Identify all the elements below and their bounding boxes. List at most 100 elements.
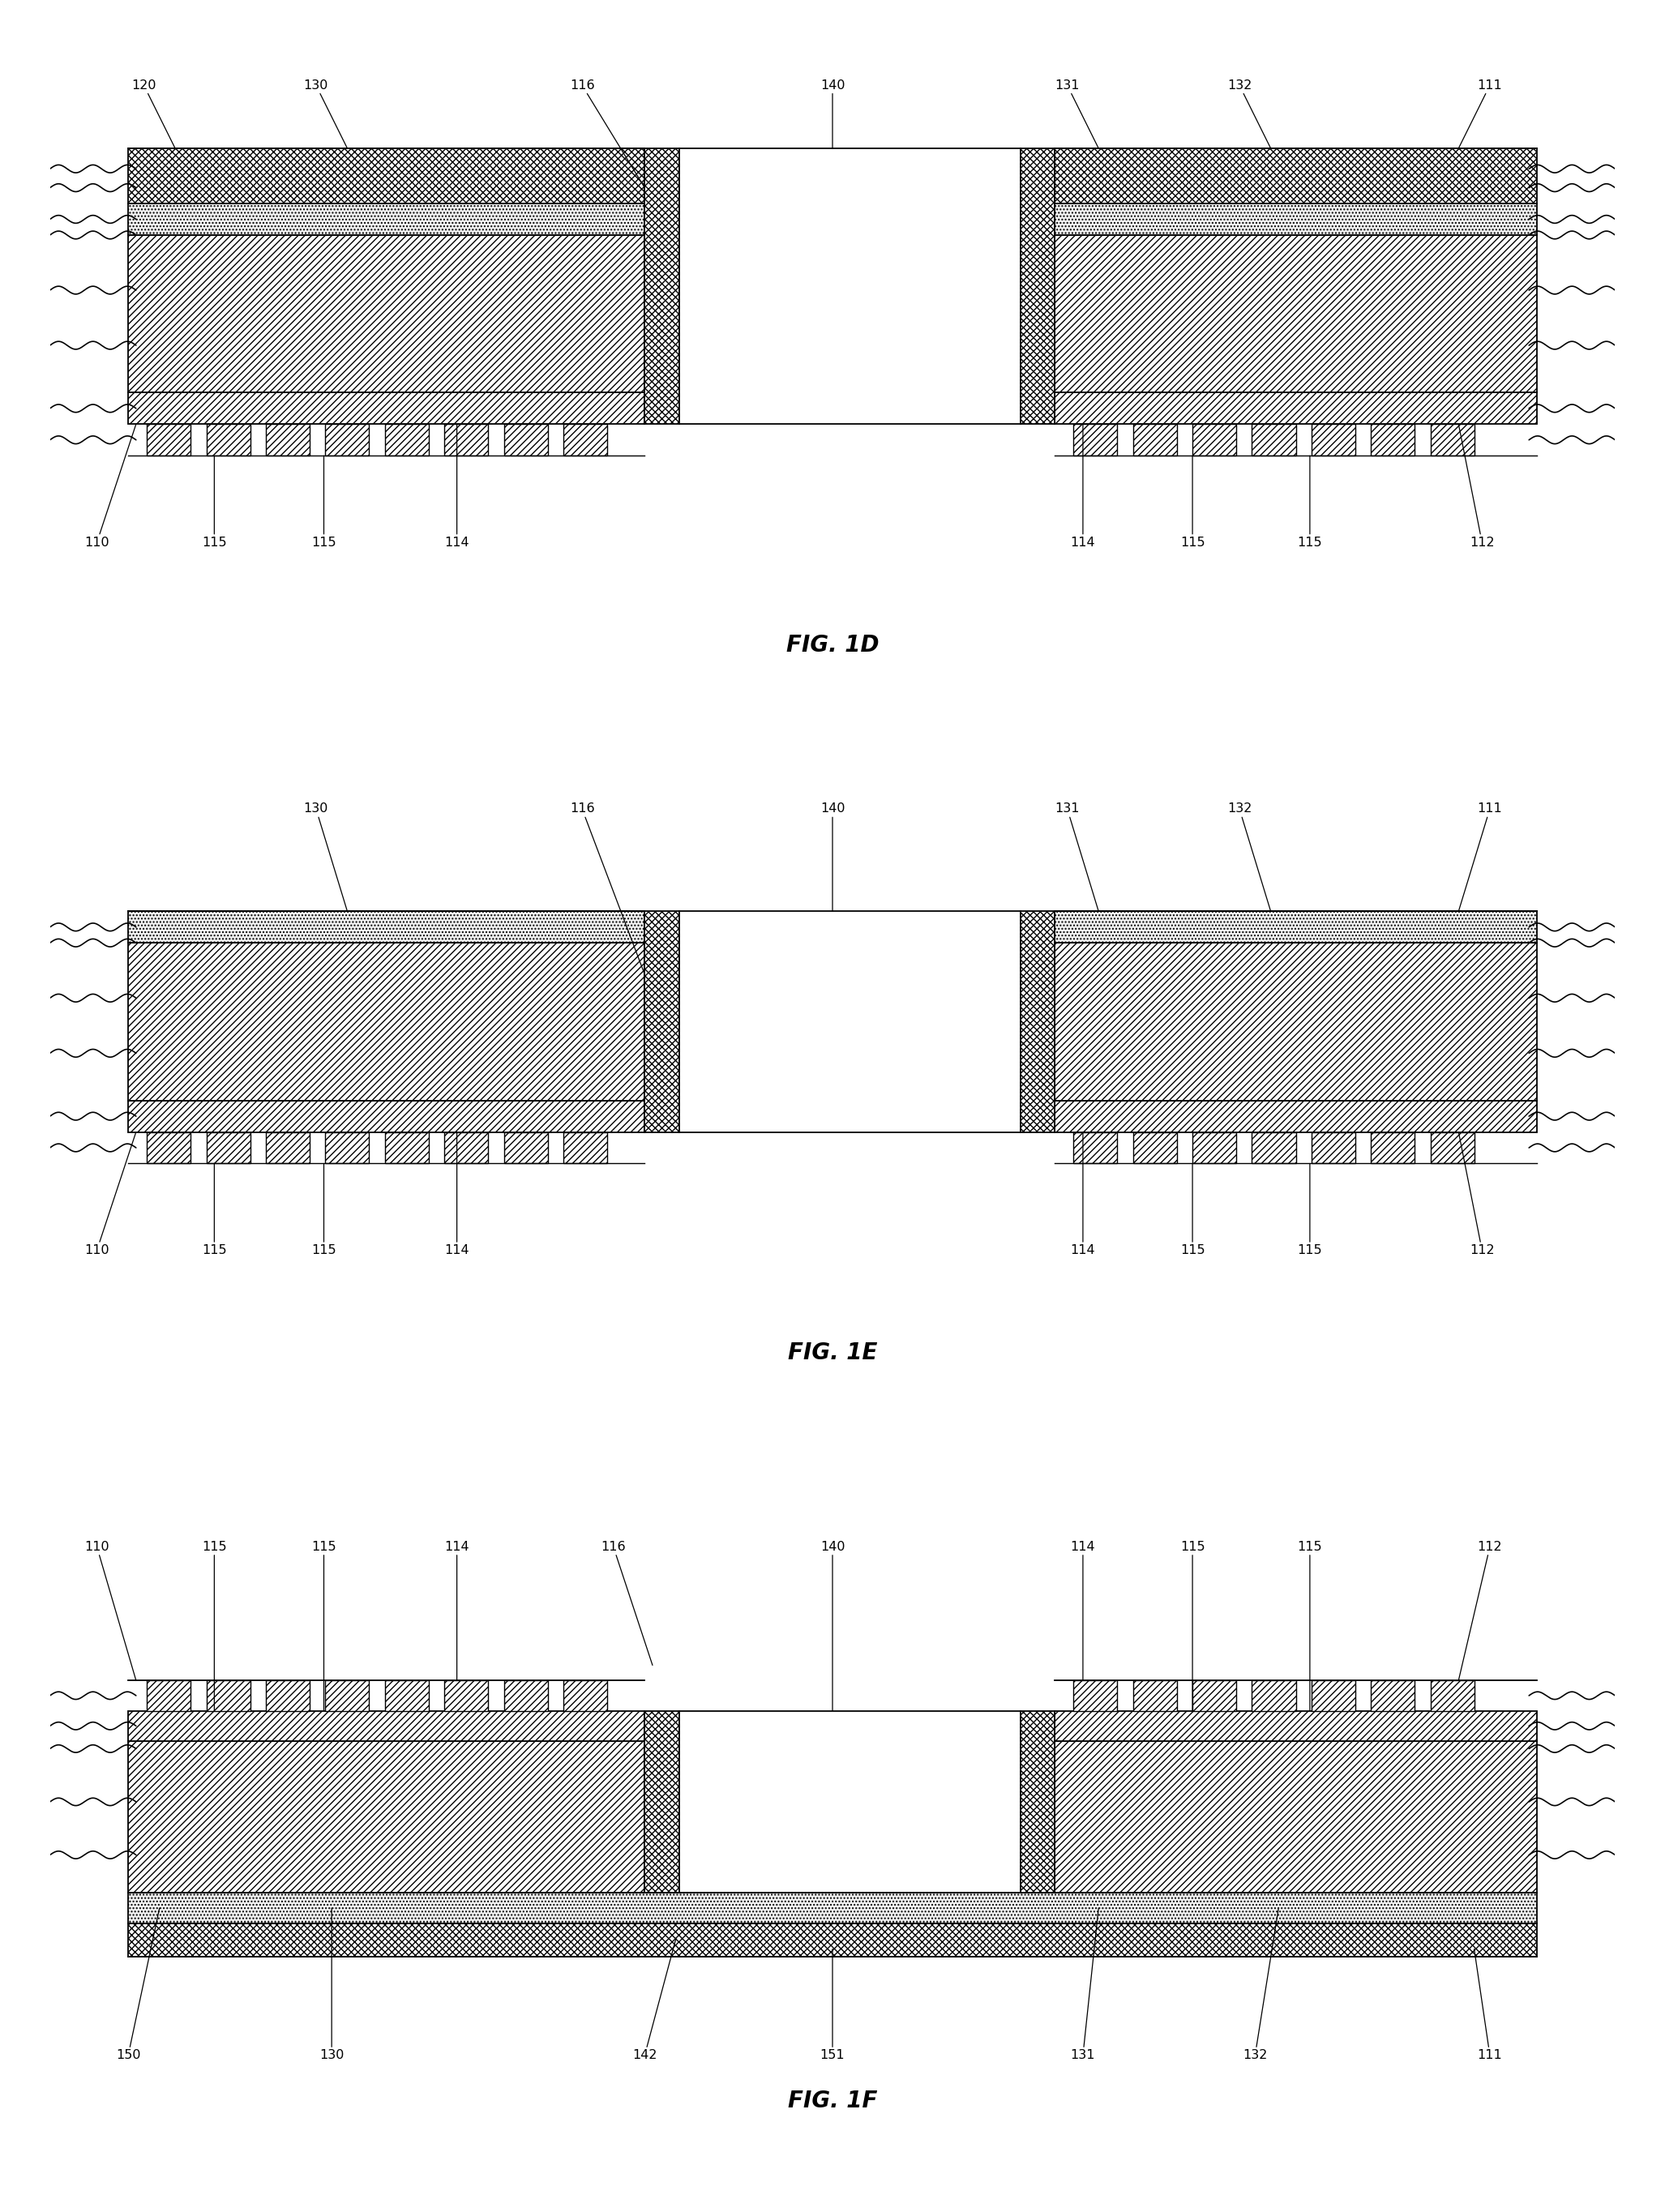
Bar <box>1074 425 1117 456</box>
Bar <box>128 942 644 1102</box>
Bar <box>563 1133 608 1164</box>
Text: 115: 115 <box>1297 1164 1322 1256</box>
Text: 114: 114 <box>445 1542 470 1681</box>
Bar <box>1312 1681 1355 1710</box>
Bar <box>504 1133 548 1164</box>
Bar <box>644 911 679 1133</box>
Bar <box>385 1681 428 1710</box>
Bar <box>128 1922 1537 1958</box>
Bar <box>147 425 191 456</box>
Bar <box>1312 425 1355 456</box>
Text: 140: 140 <box>821 803 844 911</box>
Text: 140: 140 <box>821 80 844 148</box>
Text: 114: 114 <box>445 1133 470 1256</box>
Bar <box>206 1133 250 1164</box>
Bar <box>128 394 644 425</box>
Bar <box>1430 425 1474 456</box>
Bar <box>385 425 428 456</box>
Text: 115: 115 <box>1180 456 1205 549</box>
Text: 130: 130 <box>303 803 348 911</box>
Bar <box>1370 1681 1415 1710</box>
Text: 110: 110 <box>85 425 137 549</box>
Text: 115: 115 <box>1180 1542 1205 1710</box>
Text: 116: 116 <box>601 1542 653 1666</box>
Bar <box>504 425 548 456</box>
Text: 115: 115 <box>1297 1542 1322 1710</box>
Bar <box>1252 425 1295 456</box>
Text: 150: 150 <box>117 1909 160 2062</box>
Bar <box>445 425 488 456</box>
Text: 131: 131 <box>1071 1909 1099 2062</box>
Bar <box>266 425 310 456</box>
Bar <box>128 1893 1537 1922</box>
Text: 114: 114 <box>1071 1133 1096 1256</box>
Text: 140: 140 <box>821 1542 844 1710</box>
Bar <box>1252 1133 1295 1164</box>
Text: 151: 151 <box>821 1949 844 2062</box>
Bar <box>128 234 644 394</box>
Bar <box>266 1133 310 1164</box>
Text: FIG. 1D: FIG. 1D <box>786 633 879 657</box>
Bar <box>1054 942 1537 1102</box>
Bar <box>128 1741 644 1893</box>
Text: 112: 112 <box>1459 1133 1495 1256</box>
Bar <box>1054 1741 1537 1893</box>
Text: 130: 130 <box>320 1909 345 2062</box>
Bar <box>1054 394 1537 425</box>
Bar <box>1370 1133 1415 1164</box>
Bar <box>1021 911 1054 1133</box>
Text: 111: 111 <box>1474 1949 1502 2062</box>
Bar <box>1074 1681 1117 1710</box>
Bar <box>1021 1710 1054 1893</box>
Bar <box>1132 1133 1177 1164</box>
Bar <box>385 1133 428 1164</box>
Text: 116: 116 <box>569 80 644 188</box>
Bar <box>1192 425 1237 456</box>
Text: 132: 132 <box>1227 80 1270 148</box>
Bar <box>679 148 1021 425</box>
Text: 120: 120 <box>132 80 175 148</box>
Text: 115: 115 <box>201 456 226 549</box>
Text: 142: 142 <box>633 1938 676 2062</box>
Bar <box>1074 1133 1117 1164</box>
Bar <box>128 204 644 234</box>
Bar <box>644 148 679 425</box>
Text: 112: 112 <box>1459 425 1495 549</box>
Bar <box>1430 1681 1474 1710</box>
Bar <box>1054 911 1537 942</box>
Text: 116: 116 <box>569 803 644 973</box>
Bar <box>128 911 644 942</box>
Bar <box>1054 148 1537 204</box>
Text: 115: 115 <box>1180 1164 1205 1256</box>
Bar <box>206 425 250 456</box>
Text: 111: 111 <box>1459 80 1502 148</box>
Text: FIG. 1F: FIG. 1F <box>788 2090 877 2112</box>
Bar <box>1370 425 1415 456</box>
Bar <box>325 1681 370 1710</box>
Bar <box>1054 204 1537 234</box>
Bar <box>1192 1681 1237 1710</box>
Text: 115: 115 <box>201 1542 226 1710</box>
Text: 110: 110 <box>85 1542 137 1681</box>
Text: 111: 111 <box>1459 803 1502 911</box>
Text: 130: 130 <box>303 80 348 148</box>
Bar <box>679 911 1021 1133</box>
Text: 132: 132 <box>1227 803 1270 911</box>
Text: 131: 131 <box>1056 803 1099 911</box>
Bar <box>1054 1710 1537 1741</box>
Bar <box>445 1133 488 1164</box>
Bar <box>563 1681 608 1710</box>
Bar <box>1054 1102 1537 1133</box>
Bar <box>1312 1133 1355 1164</box>
Text: 110: 110 <box>85 1133 137 1256</box>
Bar <box>128 148 644 204</box>
Text: 112: 112 <box>1459 1542 1502 1681</box>
Bar <box>1021 148 1054 425</box>
Bar <box>644 1710 679 1893</box>
Text: 115: 115 <box>311 456 336 549</box>
Bar <box>504 1681 548 1710</box>
Bar <box>563 425 608 456</box>
Text: 115: 115 <box>201 1164 226 1256</box>
Bar <box>206 1681 250 1710</box>
Bar <box>1132 425 1177 456</box>
